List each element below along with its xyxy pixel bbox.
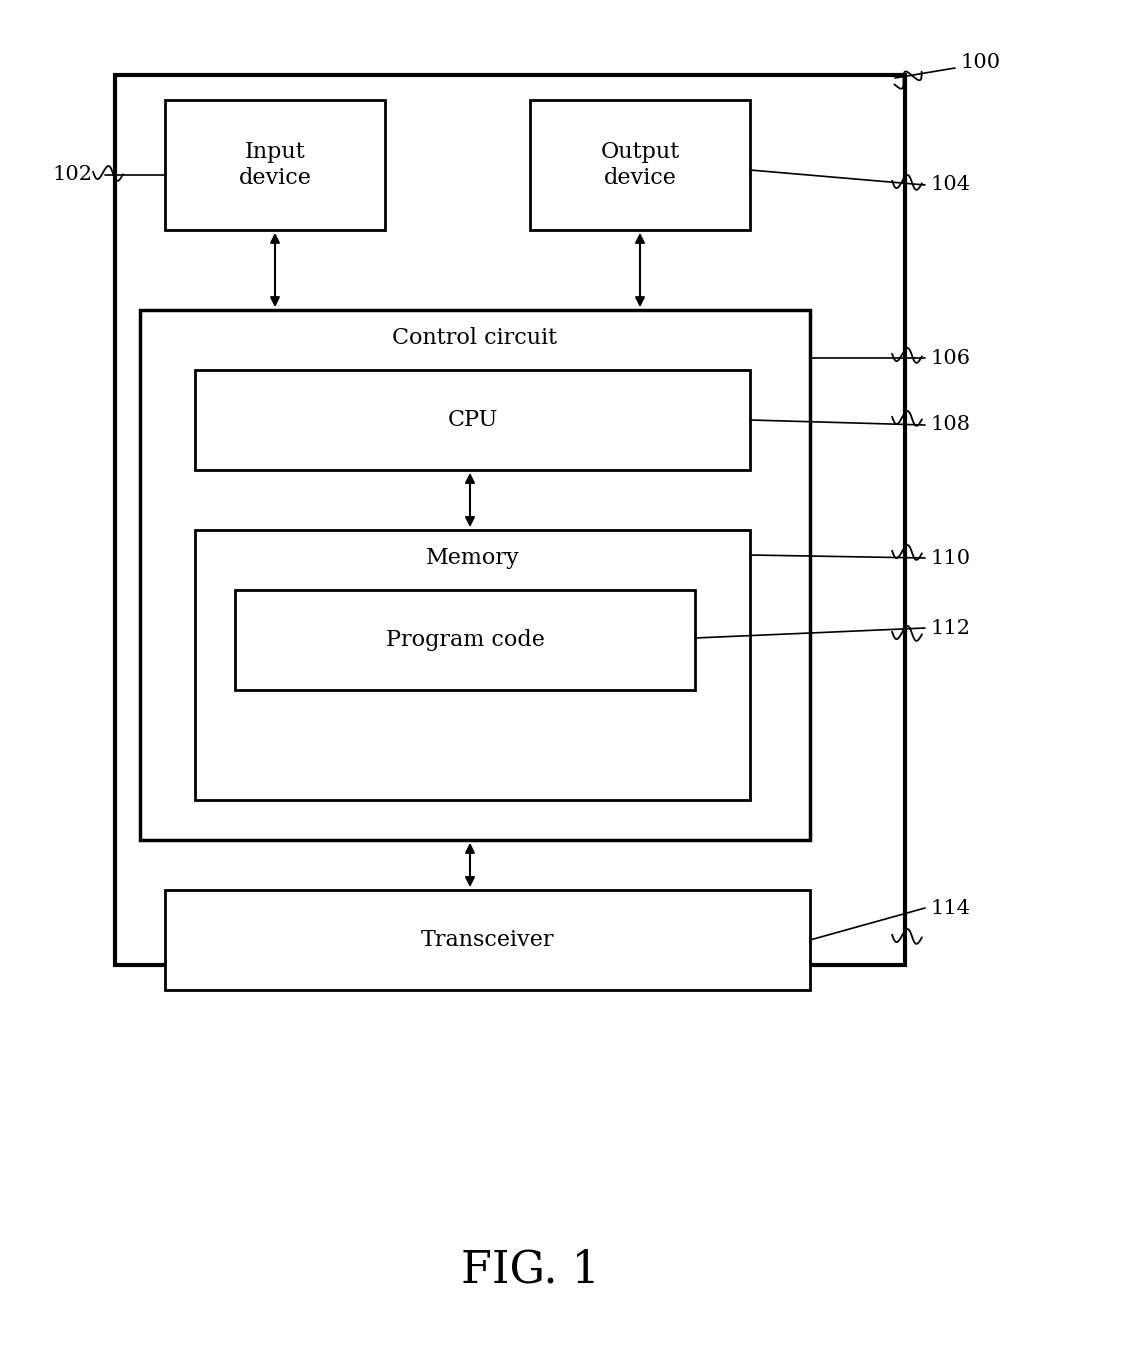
Text: CPU: CPU bbox=[447, 408, 498, 432]
Text: FIG. 1: FIG. 1 bbox=[461, 1248, 600, 1292]
Bar bbox=[140, 309, 810, 840]
Bar bbox=[195, 370, 750, 470]
Text: Input
device: Input device bbox=[239, 141, 312, 189]
Bar bbox=[115, 75, 905, 965]
Text: Memory: Memory bbox=[426, 547, 519, 569]
Bar bbox=[165, 100, 385, 229]
Text: 112: 112 bbox=[930, 619, 970, 638]
Bar bbox=[530, 100, 750, 229]
Text: 100: 100 bbox=[960, 53, 1000, 72]
Bar bbox=[165, 890, 810, 991]
Text: Control circuit: Control circuit bbox=[392, 327, 557, 349]
Text: 114: 114 bbox=[930, 898, 970, 917]
Text: Transceiver: Transceiver bbox=[420, 930, 554, 951]
Text: 110: 110 bbox=[930, 548, 970, 567]
Bar bbox=[235, 590, 695, 689]
Text: 106: 106 bbox=[930, 349, 970, 368]
Text: Program code: Program code bbox=[386, 630, 545, 651]
Text: Output
device: Output device bbox=[601, 141, 679, 189]
Text: 104: 104 bbox=[930, 175, 970, 194]
Bar bbox=[195, 531, 750, 801]
Text: 102: 102 bbox=[52, 166, 92, 185]
Text: 108: 108 bbox=[930, 415, 970, 434]
